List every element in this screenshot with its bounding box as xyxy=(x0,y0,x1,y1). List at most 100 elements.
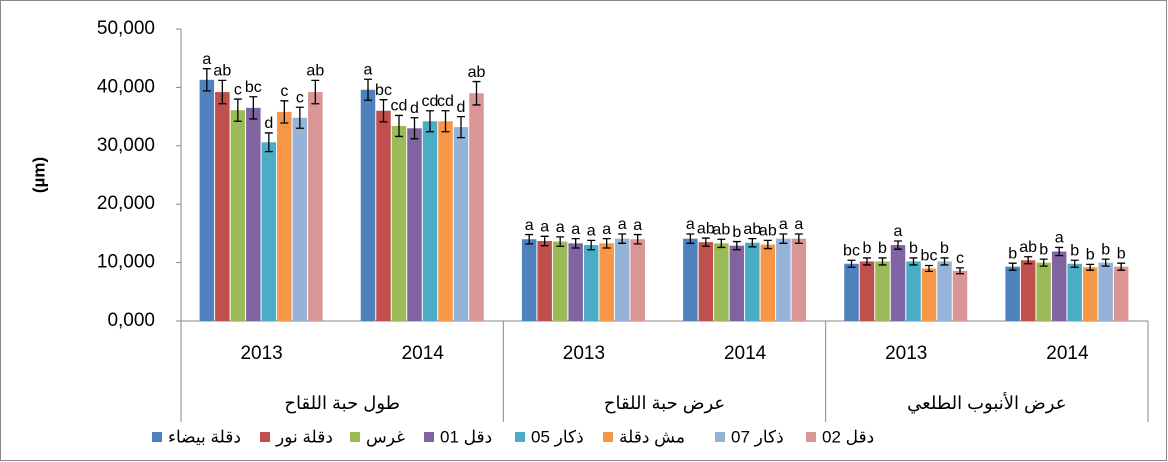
error-bar xyxy=(602,238,611,249)
significance-letter: cd xyxy=(422,93,439,110)
legend-swatch xyxy=(260,432,270,442)
error-bar xyxy=(1055,246,1064,257)
error-bar xyxy=(794,233,803,244)
error-bar xyxy=(1070,259,1079,268)
y-tick-label: 30,000 xyxy=(97,135,155,156)
significance-letter: b xyxy=(863,240,872,257)
significance-letter: b xyxy=(1039,241,1048,258)
error-bar xyxy=(587,239,596,251)
significance-letter: bc xyxy=(843,242,860,259)
significance-letter: a xyxy=(587,223,596,240)
error-bar xyxy=(940,257,949,266)
y-tick-label: 20,000 xyxy=(97,193,155,214)
significance-letter: c xyxy=(280,83,288,100)
significance-letter: b xyxy=(1086,247,1095,264)
bar xyxy=(1067,263,1082,321)
bar xyxy=(776,238,791,321)
significance-letter: bc xyxy=(921,248,938,265)
bar xyxy=(521,239,537,321)
significance-letter: ab xyxy=(1019,239,1037,256)
significance-letter: ab xyxy=(697,220,715,237)
error-bar xyxy=(1024,256,1033,265)
error-bar xyxy=(732,240,741,251)
error-bar xyxy=(878,257,887,266)
bar xyxy=(277,111,292,321)
significance-letter: cd xyxy=(391,98,408,115)
bar xyxy=(729,245,745,321)
error-bar xyxy=(1008,262,1017,271)
legend-label: دقلة بيضاء xyxy=(168,427,241,446)
significance-letter: ab xyxy=(759,223,777,240)
significance-letter: a xyxy=(618,216,627,233)
error-bar xyxy=(540,235,549,247)
bar xyxy=(760,244,776,321)
bar xyxy=(376,110,391,321)
significance-letter: a xyxy=(779,216,788,233)
y-tick-label: 50,000 xyxy=(97,18,155,39)
bar xyxy=(391,125,407,321)
significance-letter: ab xyxy=(712,221,730,238)
group-label: عرض الأنبوب الطلعي xyxy=(907,391,1066,414)
bar xyxy=(537,240,552,321)
legend-label: غرس xyxy=(366,427,405,447)
significance-letter: bc xyxy=(245,79,262,96)
bar xyxy=(791,238,807,321)
y-tick-label: 0,000 xyxy=(107,310,155,331)
x-tick-label: 2014 xyxy=(1046,343,1089,364)
significance-letter: b xyxy=(1008,245,1017,262)
bar xyxy=(1113,266,1129,321)
bar xyxy=(844,263,859,321)
error-bar xyxy=(748,238,757,248)
bar xyxy=(1082,267,1098,321)
error-bar xyxy=(525,233,534,245)
legend-label: مش دقلة xyxy=(619,427,685,447)
y-axis-label: (µm) xyxy=(29,157,48,193)
bar xyxy=(230,110,246,322)
error-bar xyxy=(1086,263,1095,271)
bar xyxy=(630,239,645,321)
bar xyxy=(1098,262,1113,321)
bar xyxy=(583,245,599,321)
significance-letter: bc xyxy=(375,82,392,99)
significance-letter: d xyxy=(457,99,466,116)
bar xyxy=(698,242,714,321)
significance-letter: a xyxy=(602,221,611,238)
bar xyxy=(937,261,952,321)
y-tick-label: 40,000 xyxy=(97,76,155,97)
error-bar xyxy=(863,257,871,266)
significance-letter: b xyxy=(878,240,887,257)
error-bar xyxy=(233,98,242,122)
bar xyxy=(714,243,729,321)
error-bar xyxy=(395,114,403,138)
legend-label: دقل 01 xyxy=(440,427,492,446)
significance-letter: ab xyxy=(743,221,761,238)
bar xyxy=(1051,251,1067,321)
bar xyxy=(1036,262,1051,321)
bar xyxy=(745,242,760,321)
error-bar xyxy=(441,110,450,133)
bar xyxy=(568,243,583,321)
bar xyxy=(552,241,568,321)
error-bar xyxy=(717,238,726,249)
significance-letter: c xyxy=(234,81,242,98)
error-bar xyxy=(379,99,388,123)
bar xyxy=(246,107,261,321)
legend-label: دقل 02 xyxy=(822,427,874,446)
bar xyxy=(308,92,323,322)
bar xyxy=(599,243,614,321)
bar xyxy=(1005,266,1020,321)
legend-swatch xyxy=(515,432,525,442)
error-bar xyxy=(295,106,304,129)
bar xyxy=(292,117,308,321)
error-bar xyxy=(701,237,710,247)
significance-letter: a xyxy=(556,219,565,236)
legend-swatch xyxy=(424,432,434,442)
significance-letter: b xyxy=(1101,241,1110,258)
error-bar xyxy=(218,79,227,105)
significance-letter: b xyxy=(940,240,949,257)
y-tick-label: 10,000 xyxy=(97,252,155,273)
error-bar xyxy=(280,100,289,124)
significance-letter: c xyxy=(956,250,964,267)
error-bar xyxy=(894,240,902,250)
